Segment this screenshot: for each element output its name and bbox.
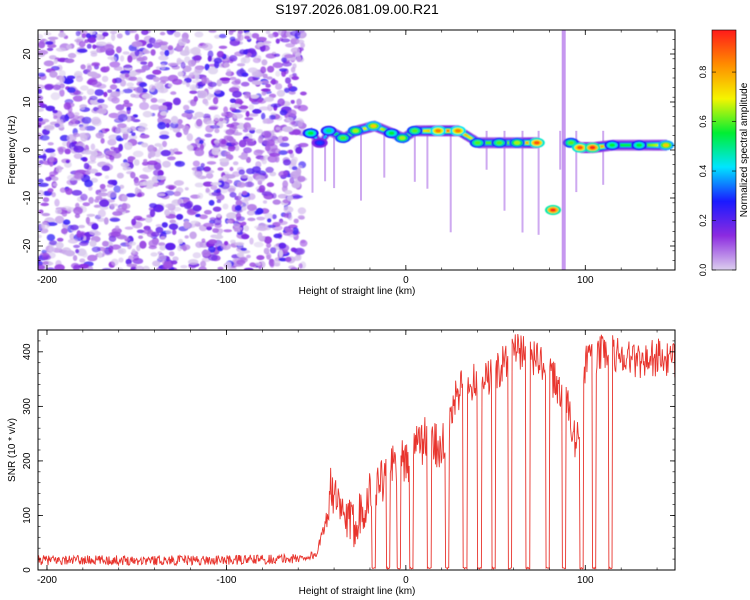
colorbar-tick-label: 0.0 (698, 264, 708, 277)
spectrogram-xtick-label: -200 (37, 275, 57, 286)
snr-ytick-label: 0 (22, 567, 33, 573)
snr-axes: -200 -100 0 100 0 100 200 300 400 (22, 329, 675, 586)
spectrogram-ytick-label: 20 (22, 48, 33, 60)
colorbar: 0.0 0.2 0.4 0.6 0.8 Normalized spectral ampl… (698, 29, 750, 276)
spectrogram-xlabel: Height of straight line (km) (299, 286, 416, 297)
spectrogram-ytick-label: 0 (22, 147, 33, 153)
spectrogram-xtick-label: -100 (216, 275, 236, 286)
signal-ridge (302, 120, 674, 215)
colorbar-tick-label: 0.4 (698, 165, 708, 178)
snr-xlabel: Height of straight line (km) (299, 586, 416, 597)
colorbar-tick-label: 0.8 (698, 66, 708, 79)
snr-ytick-label: 400 (22, 343, 33, 360)
spectrogram-xtick-label: 0 (403, 275, 409, 286)
spectrogram-heatmap (38, 30, 674, 270)
snr-xtick-label: -200 (37, 575, 57, 586)
snr-xtick-label: -100 (216, 575, 236, 586)
spectrogram-xtick-label: 100 (577, 275, 594, 286)
noise-region (38, 30, 309, 270)
snr-panel: -200 -100 0 100 0 100 200 300 400 Height of stra… (7, 329, 676, 597)
colorbar-ticks: 0.0 0.2 0.4 0.6 0.8 (698, 66, 736, 276)
spectrogram-ylabel: Frequency (Hz) (7, 116, 18, 185)
snr-ytick-label: 300 (22, 398, 33, 415)
spectrogram-ytick-label: -20 (22, 238, 33, 253)
colorbar-tick-label: 0.6 (698, 115, 708, 128)
snr-ytick-label: 200 (22, 452, 33, 469)
spectrogram-ytick-label: 10 (22, 96, 33, 108)
snr-xtick-label: 0 (403, 575, 409, 586)
signal-streaks (311, 130, 605, 235)
spectrogram-ytick-label: -10 (22, 190, 33, 205)
colorbar-gradient (712, 30, 736, 270)
snr-series-line (38, 333, 675, 570)
figure-title: S197.2026.081.09.00.R21 (275, 1, 439, 17)
snr-ylabel: SNR (10 * v/v) (7, 418, 18, 482)
snr-xtick-label: 100 (577, 575, 594, 586)
colorbar-label: Normalized spectral amplitude (739, 82, 750, 217)
snr-ytick-label: 100 (22, 507, 33, 524)
colorbar-tick-label: 0.2 (698, 214, 708, 227)
colorbar-frame (711, 29, 737, 271)
